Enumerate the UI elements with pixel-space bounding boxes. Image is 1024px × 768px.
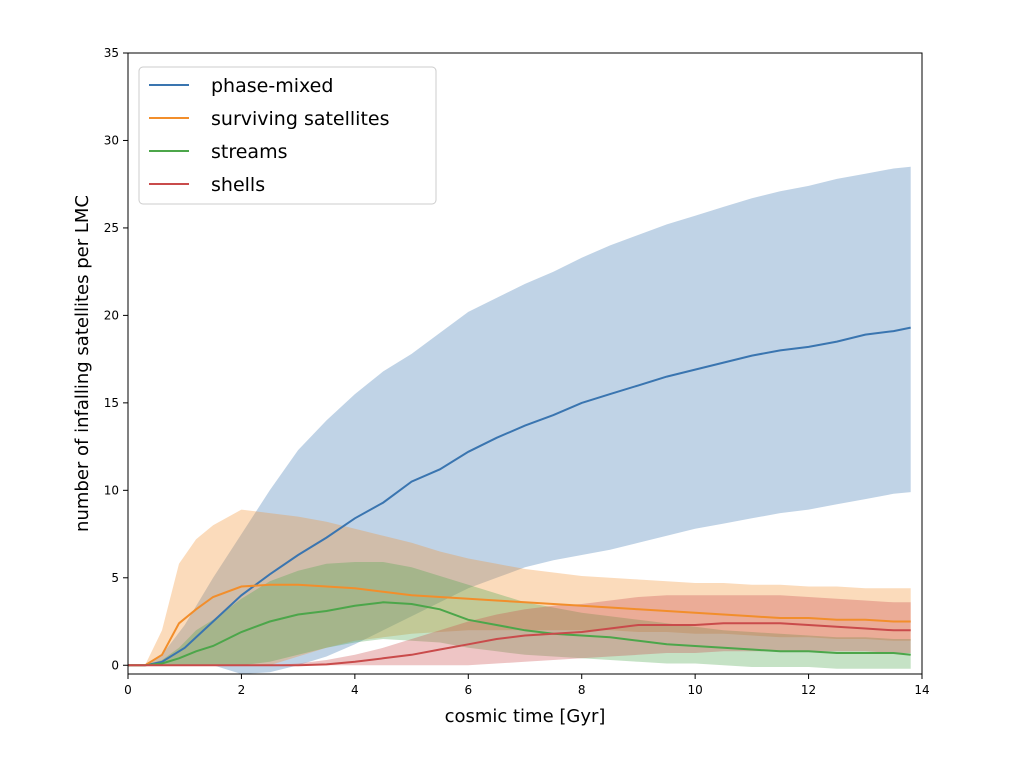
y-tick-label: 35	[104, 46, 119, 60]
y-tick-label: 30	[104, 133, 119, 147]
x-tick-label: 8	[578, 683, 586, 697]
series-line-2	[128, 601, 911, 667]
x-axis-ticks: 0 2 4 6 8 10 12 14	[124, 674, 930, 697]
series-line-3	[128, 622, 911, 667]
y-tick-label: 25	[104, 221, 119, 235]
y-tick-label: 10	[104, 483, 119, 497]
band-1	[128, 509, 911, 666]
series-lines	[128, 326, 911, 667]
legend-label: streams	[211, 141, 287, 163]
x-axis-label: cosmic time [Gyr]	[445, 706, 606, 727]
x-tick-label: 10	[688, 683, 703, 697]
legend-box	[138, 66, 437, 205]
y-tick-label: 20	[104, 308, 119, 322]
legend-label: surviving satellites	[211, 108, 390, 130]
y-tick-label: 0	[111, 658, 119, 672]
band-2	[128, 562, 911, 669]
x-tick-label: 0	[124, 683, 132, 697]
y-tick-label: 15	[104, 396, 119, 410]
error-bands	[128, 166, 911, 674]
plot-frame	[127, 52, 923, 675]
y-axis-ticks: 0 5 10 15 20 25 30 35	[104, 46, 128, 672]
y-axis-label: number of infalling satellites per LMC	[72, 195, 93, 532]
series-line-0	[128, 326, 911, 667]
legend: phase-mixed surviving satellites streams sh…	[138, 66, 437, 205]
x-tick-label: 2	[238, 683, 246, 697]
x-tick-label: 6	[464, 683, 472, 697]
legend-label: phase-mixed	[211, 75, 333, 97]
x-tick-label: 14	[914, 683, 929, 697]
band-0	[128, 166, 911, 674]
x-tick-label: 12	[801, 683, 816, 697]
series-line-1	[128, 583, 911, 667]
y-tick-label: 5	[111, 571, 119, 585]
x-tick-label: 4	[351, 683, 359, 697]
legend-label: shells	[211, 174, 265, 196]
